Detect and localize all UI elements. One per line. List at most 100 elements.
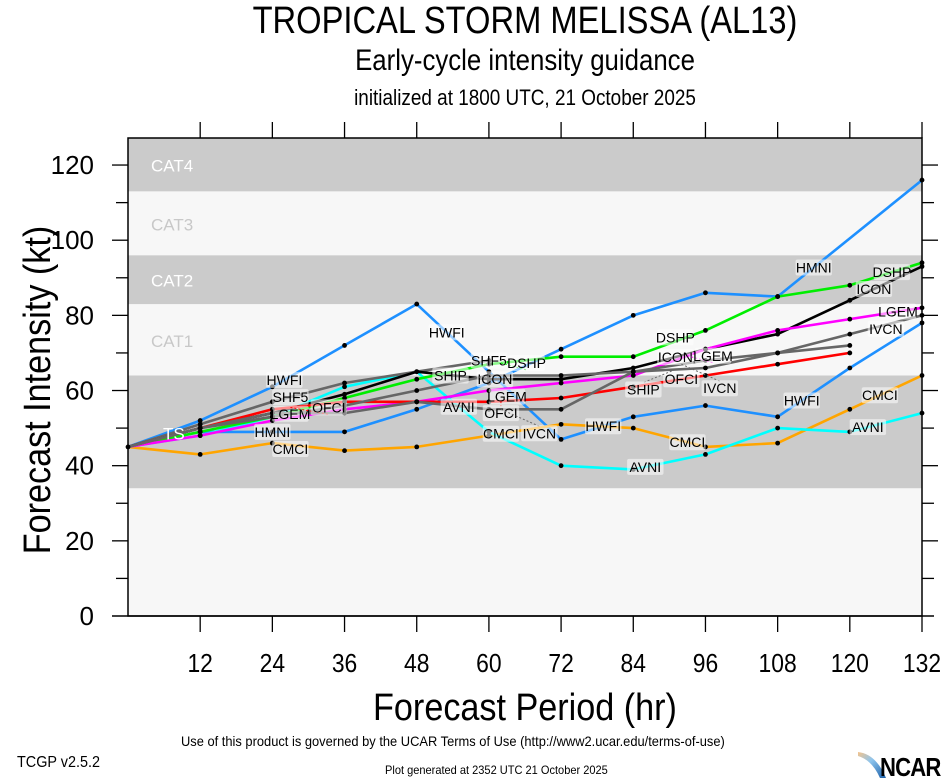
- data-point-dshp: [559, 354, 564, 359]
- series-label-avni: AVNI: [852, 419, 884, 435]
- series-label-group-shf5: SHF5: [272, 389, 308, 405]
- data-point-avni: [703, 452, 708, 457]
- series-label-lgem: LGEM: [271, 406, 311, 422]
- data-point-ship: [631, 369, 636, 374]
- series-label-hmni: HMNI: [254, 424, 290, 440]
- data-point-cmci: [559, 422, 564, 427]
- data-point-dshp: [703, 328, 708, 333]
- series-label-group-dshp: DSHP: [656, 329, 695, 345]
- data-point-hwfi: [703, 403, 708, 408]
- data-point-ivcn: [847, 332, 852, 337]
- version-text: TCGP v2.5.2: [17, 754, 100, 772]
- data-point-hmni: [342, 429, 347, 434]
- data-point-cmci: [198, 452, 203, 457]
- series-label-group-lgem: LGEM: [271, 406, 311, 422]
- series-label-group-lgem: LGEM: [487, 389, 527, 405]
- data-point-hmni: [414, 407, 419, 412]
- data-point-shf5: [342, 381, 347, 386]
- series-label-group-cmci: CMCI: [272, 441, 308, 457]
- y-tick-label: 120: [51, 150, 94, 180]
- data-point-hwfi: [775, 414, 780, 419]
- band-label-cat1: CAT1: [151, 332, 193, 351]
- series-label-ofci: OFCI: [665, 371, 698, 387]
- data-point-ofci: [847, 351, 852, 356]
- series-label-group-cmci: CMCI: [669, 434, 705, 450]
- series-label-ofci: OFCI: [484, 405, 517, 421]
- x-tick-label: 108: [759, 650, 797, 679]
- series-label-avni: AVNI: [629, 459, 661, 475]
- series-label-hmni: HMNI: [796, 259, 832, 275]
- data-point-avni: [775, 426, 780, 431]
- series-label-cmci: CMCI: [273, 441, 309, 457]
- series-label-hwfi: HWFI: [429, 324, 465, 340]
- data-point-icon: [847, 298, 852, 303]
- series-label-group-hwfi: HWFI: [585, 418, 621, 434]
- series-label-lgem: LGEM: [878, 304, 918, 320]
- series-label-ivcn: IVCN: [523, 425, 556, 441]
- x-tick-label: 120: [831, 650, 869, 679]
- data-point-lgem: [198, 433, 203, 438]
- data-point-ship: [198, 426, 203, 431]
- series-label-group-ivcn: IVCN: [868, 321, 904, 337]
- series-label-dshp: DSHP: [507, 355, 546, 371]
- series-label-group-hwfi: HWFI: [783, 393, 819, 409]
- y-tick-label: 40: [65, 451, 94, 481]
- band-cat4: [128, 138, 922, 191]
- series-label-dshp: DSHP: [872, 264, 911, 280]
- band-label-cat2: CAT2: [151, 272, 193, 291]
- data-point-avni: [559, 463, 564, 468]
- series-label-group-hwfi: HWFI: [429, 324, 465, 340]
- data-point-dshp: [775, 294, 780, 299]
- x-tick-label: 84: [621, 650, 646, 679]
- data-point-icon: [414, 369, 419, 374]
- data-point-lgem: [559, 381, 564, 386]
- data-point-hwfi: [342, 343, 347, 348]
- series-label-hwfi: HWFI: [784, 393, 820, 409]
- series-label-group-dshp: DSHP: [501, 355, 546, 371]
- data-point-hmni: [703, 290, 708, 295]
- band-label-ts: TS: [163, 424, 185, 443]
- data-point-hwfi: [559, 437, 564, 442]
- series-label-group-hwfi: HWFI: [266, 372, 302, 388]
- x-axis-label: Forecast Period (hr): [373, 685, 677, 728]
- data-point-dshp: [631, 354, 636, 359]
- series-label-cmci: CMCI: [483, 426, 519, 442]
- ncar-logo-text: NCAR: [880, 752, 940, 783]
- series-label-group-lgem: LGEM: [878, 304, 918, 320]
- series-label-group-hmni: HMNI: [796, 259, 832, 275]
- x-tick-label: 36: [332, 650, 357, 679]
- series-label-lgem: LGEM: [693, 348, 733, 364]
- series-label-ofci: OFCI: [312, 399, 345, 415]
- y-tick-label: 80: [65, 300, 94, 330]
- series-label-group-icon: ICON: [856, 281, 892, 297]
- data-point-hwfi: [631, 414, 636, 419]
- series-label-dshp: DSHP: [656, 329, 695, 345]
- data-point-ofci: [559, 396, 564, 401]
- data-point-cmci: [775, 441, 780, 446]
- y-tick-label: 0: [80, 601, 94, 631]
- y-tick-label: 20: [65, 526, 94, 556]
- series-label-cmci: CMCI: [670, 434, 706, 450]
- series-label-hwfi: HWFI: [267, 372, 303, 388]
- series-label-hwfi: HWFI: [585, 418, 621, 434]
- data-point-hwfi: [414, 302, 419, 307]
- y-axis-label: Forecast Intensity (kt): [15, 226, 58, 555]
- series-label-icon: ICON: [658, 349, 693, 365]
- y-tick-label: 60: [65, 376, 94, 406]
- ncar-logo: NCAR: [858, 748, 946, 780]
- x-tick-label: 96: [693, 650, 718, 679]
- data-point-hwfi: [847, 366, 852, 371]
- x-tick-label: 24: [260, 650, 285, 679]
- data-point-ship: [775, 351, 780, 356]
- data-point-cmci: [414, 444, 419, 449]
- series-label-ship: SHIP: [627, 382, 660, 398]
- data-point-lgem: [775, 328, 780, 333]
- data-point-ship: [414, 388, 419, 393]
- data-point-ofci: [775, 362, 780, 367]
- series-label-icon: ICON: [856, 281, 891, 297]
- series-label-group-avni: AVNI: [627, 459, 663, 475]
- data-point-ship: [559, 373, 564, 378]
- series-label-icon: ICON: [477, 371, 512, 387]
- terms-of-use-text: Use of this product is governed by the U…: [181, 733, 725, 749]
- series-label-group-avni: AVNI: [441, 399, 477, 415]
